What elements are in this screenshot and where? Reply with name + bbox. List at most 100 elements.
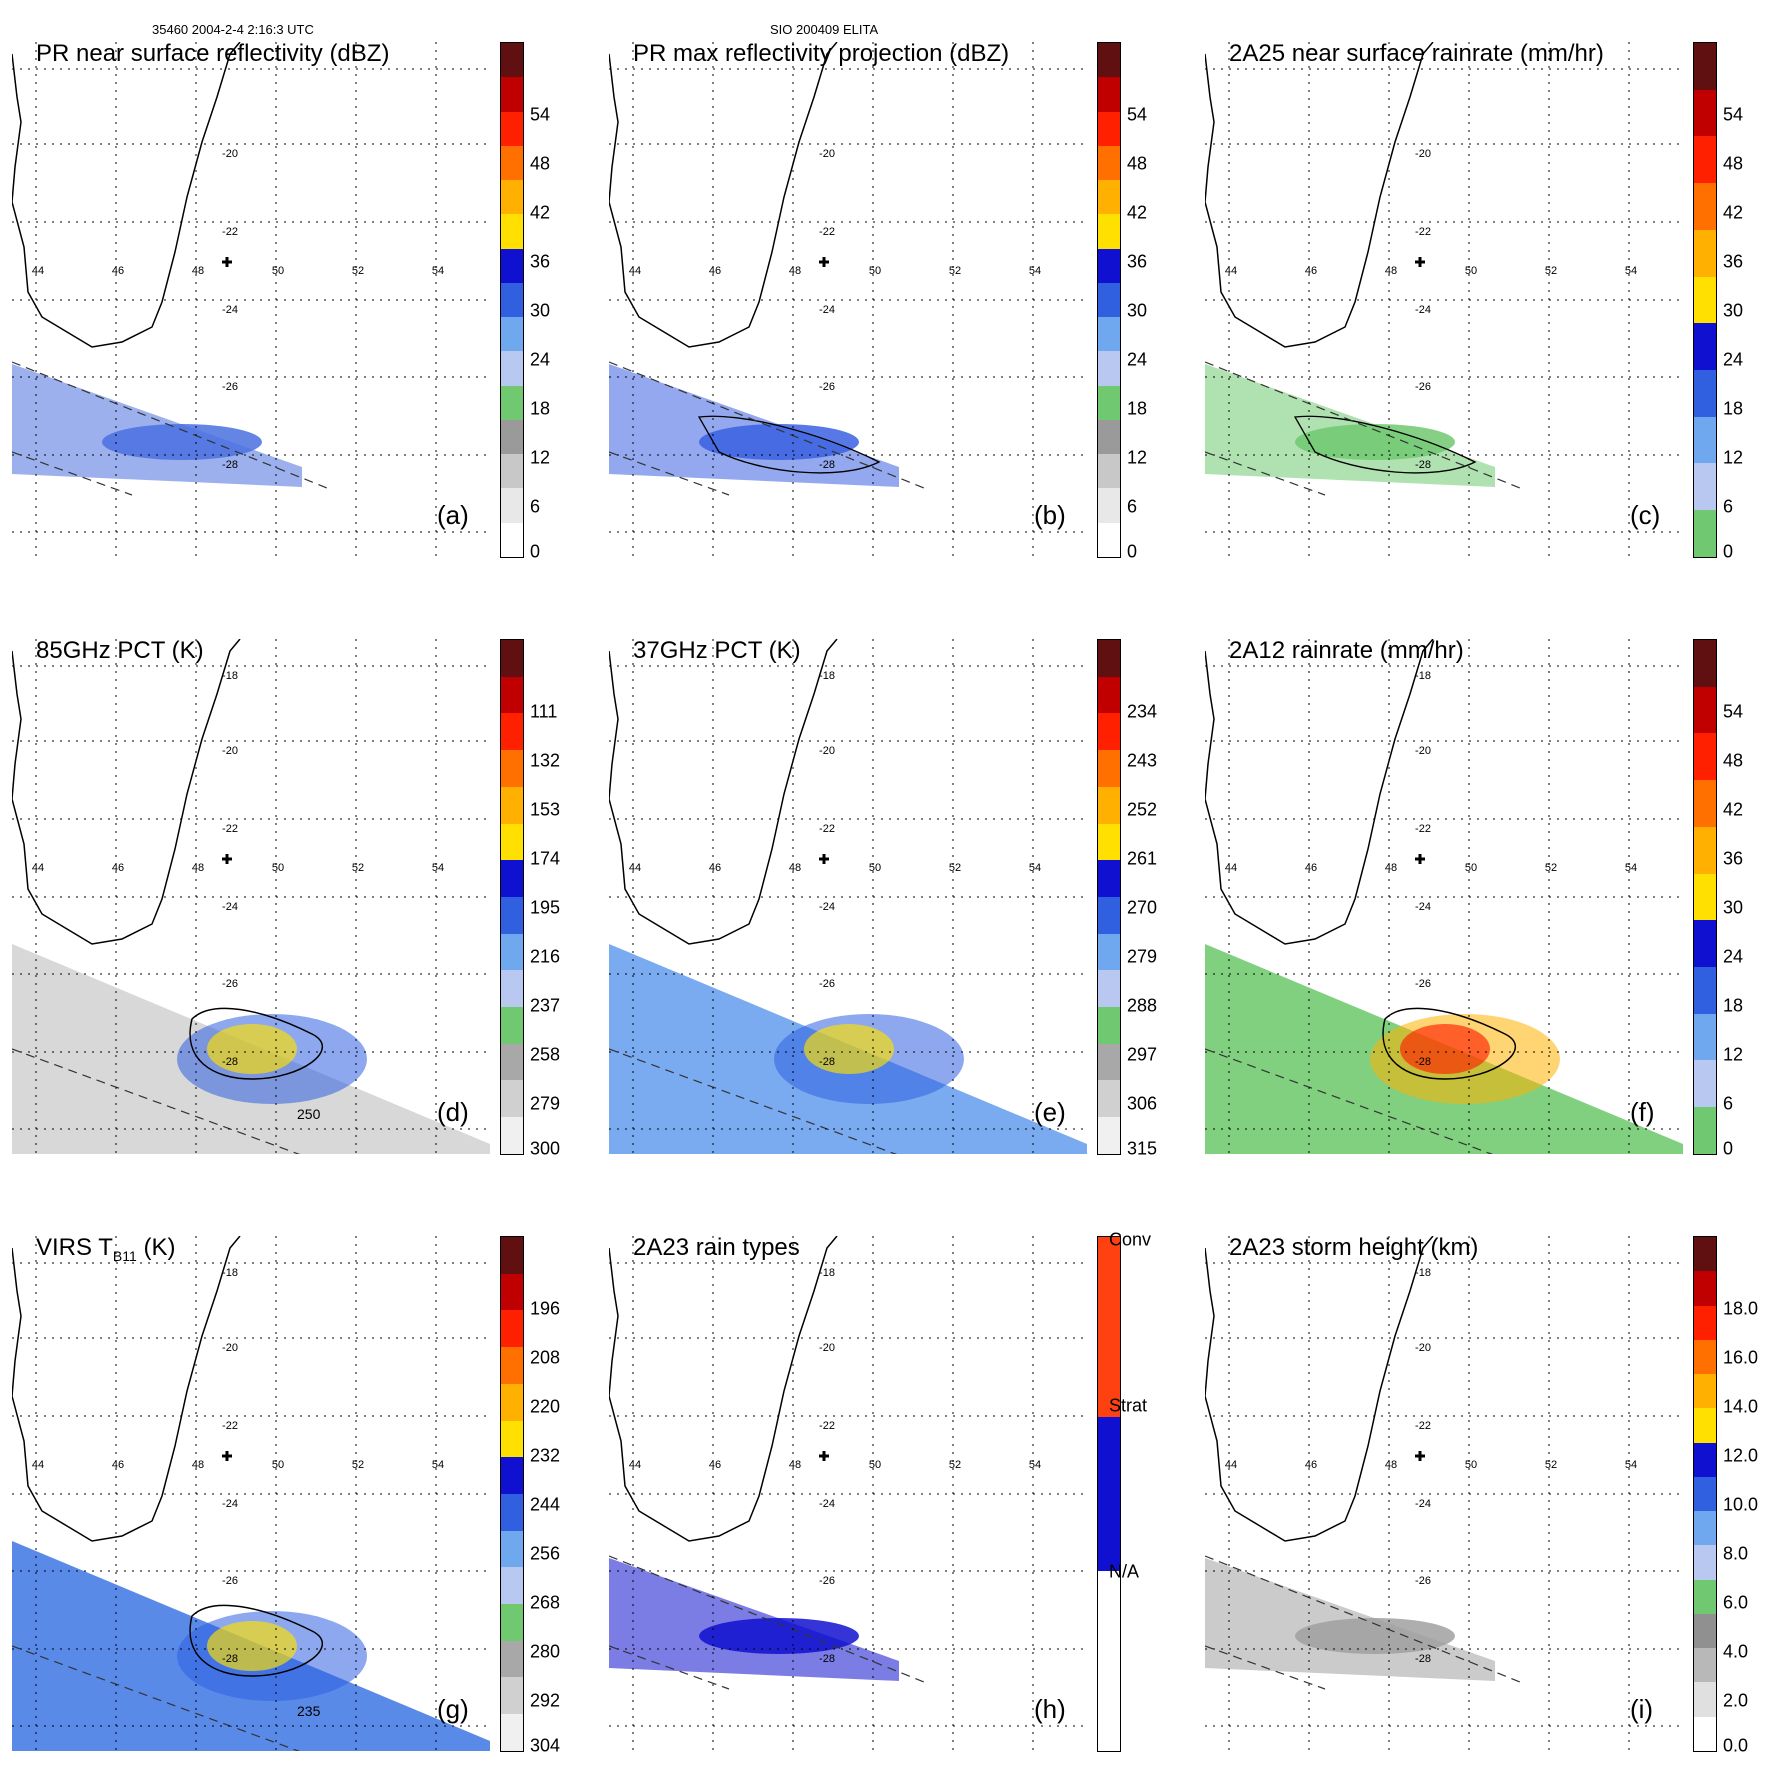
colorbar-segment (501, 1677, 523, 1715)
colorbar-segment (1098, 933, 1120, 971)
panel-tag: (i) (1630, 1694, 1654, 1724)
colorbar-segment (1694, 136, 1716, 184)
lon-label: 46 (709, 1459, 721, 1471)
colorbar-segment (1098, 522, 1120, 557)
colorbar-label: 258 (530, 1044, 561, 1065)
colorbar-segment (1098, 823, 1120, 861)
lat-label: -24 (819, 304, 835, 316)
swath-edge (1205, 1555, 1526, 1685)
panel-title-text: PR max reflectivity projection (dBZ) (633, 40, 1010, 67)
map-g: 235 44 46 48 50 52 54 -18 -20 -22 -24 -26 -28 (12, 1236, 490, 1751)
storm-center-icon (819, 1451, 829, 1461)
lat-label: -20 (819, 1342, 835, 1354)
colorbar-label: 14.0 (1723, 1396, 1759, 1417)
colorbar-label: 6 (530, 496, 541, 517)
colorbar-label: 30 (1127, 300, 1148, 321)
storm-center-icon (1415, 257, 1425, 267)
lat-label: -26 (1415, 978, 1431, 990)
colorbar-label: 24 (1723, 946, 1744, 967)
colorbar (500, 1236, 524, 1752)
lat-label: -26 (819, 978, 835, 990)
lon-label: 54 (1029, 1459, 1041, 1471)
colorbar-label: 42 (530, 202, 551, 223)
lat-label: -28 (1415, 1056, 1431, 1068)
data-overlay-g: 235 (12, 1541, 490, 1751)
lon-label: 54 (1625, 862, 1637, 874)
map-d: 250 44 46 48 50 52 54 -18 -20 -22 -24 -26 -28 (12, 639, 490, 1154)
coastline (1205, 42, 1434, 348)
swath-edge (1205, 451, 1326, 496)
graticule (1205, 42, 1683, 557)
colorbar-label: 196 (530, 1298, 561, 1319)
lon-label: 50 (869, 1459, 881, 1471)
swath-core (207, 1621, 297, 1671)
colorbar-label: 18 (1723, 995, 1744, 1016)
colorbar-segment (501, 180, 523, 215)
map-svg-d: 250 44 46 48 50 52 54 -18 -20 -22 -24 -26 -28 (12, 639, 490, 1154)
coastline (1205, 1236, 1434, 1542)
strip-core (1295, 1618, 1455, 1654)
colorbar-segment (501, 282, 523, 318)
colorbar-label: 24 (530, 349, 551, 370)
panel-title-text: PR near surface reflectivity (dBZ) (36, 40, 390, 67)
graticule (609, 42, 1087, 557)
colorbar-label: 30 (530, 300, 551, 321)
lon-label: 46 (709, 862, 721, 874)
colorbar-segment (501, 248, 523, 283)
lon-label: 54 (432, 862, 444, 874)
lat-label: -18 (222, 670, 238, 682)
colorbar-label: 244 (530, 1494, 561, 1515)
graticule (609, 1236, 1087, 1751)
map-f: 44 46 48 50 52 54 -18 -20 -22 -24 -26 -28 (1205, 639, 1683, 1154)
colorbar-segment (1098, 1043, 1120, 1081)
lat-label: -26 (1415, 1575, 1431, 1587)
colorbar-segment (1098, 713, 1120, 751)
colorbar-segment (1098, 1080, 1120, 1118)
lon-label: 50 (1465, 265, 1477, 277)
colorbar-segment (1694, 1716, 1716, 1751)
lat-label: -28 (222, 1653, 238, 1665)
colorbar-segment (1098, 970, 1120, 1008)
lat-label: -24 (1415, 901, 1431, 913)
colorbar-label: 288 (1127, 995, 1158, 1016)
colorbar-label: 6 (1723, 1093, 1734, 1114)
colorbar-label: 36 (1723, 848, 1744, 869)
colorbar-label: 0 (530, 541, 541, 562)
colorbar-label: 36 (530, 251, 551, 272)
colorbar-segment (1694, 1013, 1716, 1061)
swath-edge (12, 451, 133, 496)
colorbar-label: 0 (1723, 541, 1734, 562)
colorbar-label: 54 (1127, 104, 1148, 125)
lat-label: -28 (222, 459, 238, 471)
colorbar-segment (1098, 488, 1120, 523)
colorbar-segment (1694, 1545, 1716, 1580)
header-storm-name: SIO 200409 ELITA (770, 22, 879, 37)
lon-label: 46 (112, 862, 124, 874)
lon-label: 44 (32, 265, 44, 277)
colorbar-label: 12 (1723, 447, 1744, 468)
map-svg-g: 235 44 46 48 50 52 54 -18 -20 -22 -24 -26 -28 (12, 1236, 490, 1751)
coastline (12, 42, 241, 348)
swath-edge (12, 1048, 301, 1154)
strip-core (1295, 424, 1455, 460)
lon-label: 48 (1385, 1459, 1397, 1471)
panel-tag: (b) (1034, 500, 1066, 530)
lon-label: 44 (32, 1459, 44, 1471)
colorbar-segment (1098, 1571, 1120, 1751)
lat-label: -18 (1415, 670, 1431, 682)
panel-title-text: VIRS T (36, 1234, 113, 1261)
colorbar-segment (501, 111, 523, 146)
lon-label: 50 (272, 265, 284, 277)
colorbar-label: N/A (1109, 1561, 1140, 1582)
map-h: 44 46 48 50 52 54 -18 -20 -22 -24 -26 -28 (609, 1236, 1087, 1751)
colorbar-segment (1694, 733, 1716, 781)
lat-label: -18 (222, 1267, 238, 1279)
colorbar-segment (501, 1310, 523, 1348)
contour-label: 235 (297, 1703, 321, 1719)
colorbar-label: 24 (1127, 349, 1148, 370)
colorbar-label: 54 (1723, 104, 1744, 125)
colorbar-label: Strat (1109, 1395, 1148, 1416)
colorbar-label: 42 (1723, 799, 1744, 820)
colorbar-segment (1694, 873, 1716, 921)
lat-label: -28 (1415, 1653, 1431, 1665)
